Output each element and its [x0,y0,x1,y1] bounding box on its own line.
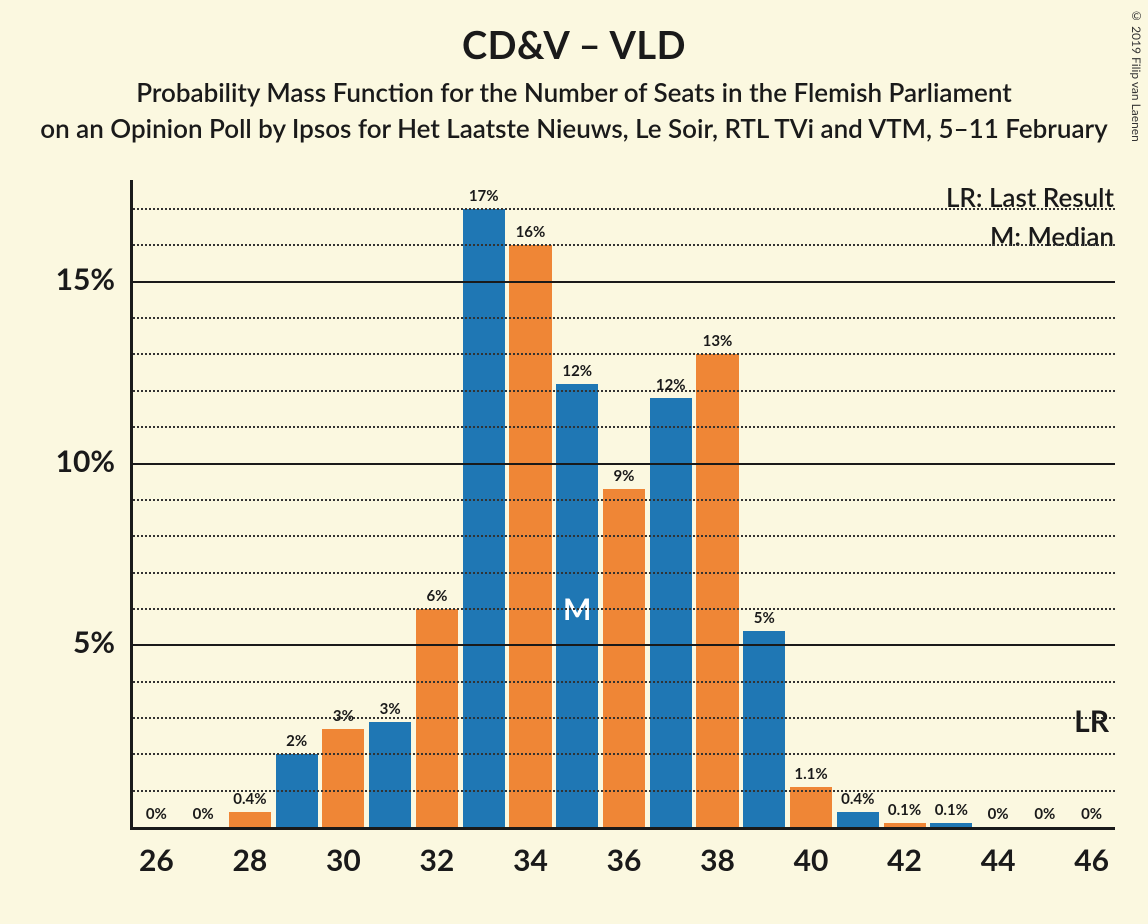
bars-area: 0%0%0.4%2%3%3%6%17%16%12%M9%12%13%5%1.1%… [133,180,1115,827]
grid-minor [130,572,1115,574]
last-result-marker: LR [1074,703,1109,739]
x-tick-label: 38 [700,842,735,878]
bar-value-label: 0% [182,805,224,827]
bar: 0.4% [837,812,879,827]
bar-value-label: 6% [416,587,458,609]
title-subtitle-2: on an Opinion Poll by Ipsos for Het Laat… [0,112,1148,144]
bar-value-label: 12% [556,362,598,384]
x-tick-label: 28 [232,842,267,878]
grid-minor [130,390,1115,392]
grid-minor [130,317,1115,319]
bar: 3% [369,722,411,827]
bar-value-label: 0% [135,805,177,827]
grid-minor [130,753,1115,755]
x-tick-label: 46 [1074,842,1109,878]
bar-value-label: 13% [696,332,738,354]
title-block: CD&V – VLD Probability Mass Function for… [0,0,1148,144]
x-tick-label: 40 [794,842,829,878]
bar-value-label: 5% [743,609,785,631]
x-tick-label: 42 [887,842,922,878]
x-axis [130,827,1115,830]
grid-minor [130,244,1115,246]
x-tick-label: 44 [981,842,1016,878]
grid-major [130,463,1115,465]
bar: 12%M [556,384,598,827]
grid-minor [130,717,1115,719]
copyright-text: © 2019 Filip van Laenen [1129,8,1144,142]
bar-value-label: 2% [276,732,318,754]
y-axis [130,180,133,830]
y-tick-label: 5% [15,624,115,660]
bar-value-label: 16% [509,223,551,245]
grid-minor [130,790,1115,792]
bar-value-label: 1.1% [790,765,832,787]
bar-value-label: 0.4% [837,790,879,812]
title-subtitle-1: Probability Mass Function for the Number… [0,76,1148,108]
grid-major [130,281,1115,283]
grid-minor [130,353,1115,355]
bar-value-label: 0% [977,805,1019,827]
grid-minor [130,499,1115,501]
x-tick-label: 36 [607,842,642,878]
bar: 1.1% [790,787,832,827]
bar: 17% [463,209,505,827]
y-tick-label: 15% [15,261,115,297]
title-main: CD&V – VLD [0,22,1148,68]
bar: 5% [743,631,785,827]
chart-area: 0%0%0.4%2%3%3%6%17%16%12%M9%12%13%5%1.1%… [130,180,1115,830]
grid-minor [130,608,1115,610]
bar-value-label: 0.1% [884,801,926,823]
bar-value-label: 17% [463,187,505,209]
bar: 0.4% [229,812,271,827]
bar-value-label: 12% [650,376,692,398]
grid-minor [130,208,1115,210]
bar: 3% [322,729,364,827]
grid-minor [130,535,1115,537]
grid-minor [130,426,1115,428]
bar-value-label: 0% [1024,805,1066,827]
grid-major [130,644,1115,646]
x-tick-label: 26 [139,842,174,878]
grid-minor [130,681,1115,683]
bar-value-label: 0% [1071,805,1113,827]
bar-value-label: 9% [603,467,645,489]
x-tick-label: 30 [326,842,361,878]
y-tick-label: 10% [15,443,115,479]
x-tick-label: 32 [420,842,455,878]
bar-value-label: 0.4% [229,790,271,812]
bar-value-label: 0.1% [930,801,972,823]
x-tick-label: 34 [513,842,548,878]
bar: 9% [603,489,645,827]
